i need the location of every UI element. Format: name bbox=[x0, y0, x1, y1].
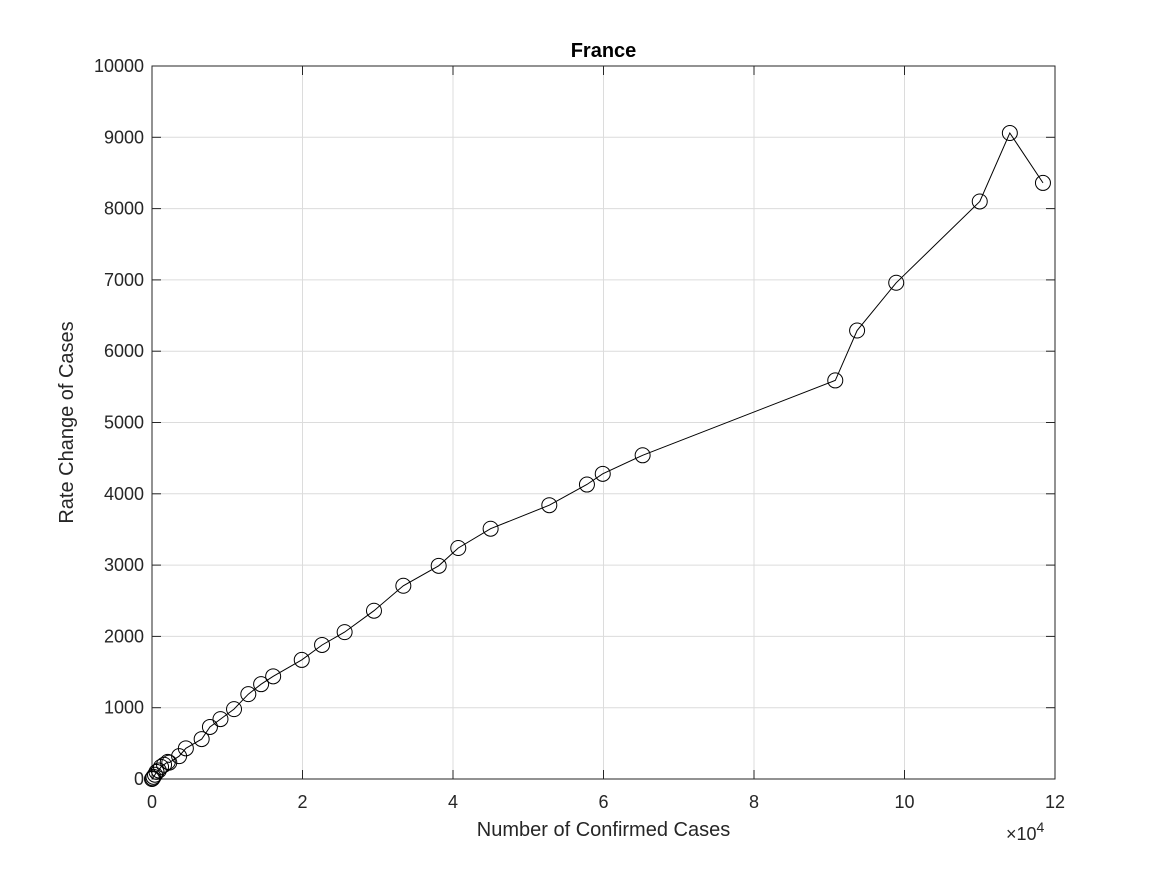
y-tick-label: 10000 bbox=[94, 56, 144, 76]
x-axis-exponent: ×104 bbox=[1006, 819, 1045, 844]
series-line bbox=[151, 131, 1044, 780]
y-tick-label: 4000 bbox=[104, 484, 144, 504]
y-tick-label: 8000 bbox=[104, 199, 144, 219]
data-series bbox=[144, 125, 1051, 787]
data-point-marker bbox=[1001, 125, 1018, 142]
data-point-marker bbox=[971, 193, 988, 210]
x-tick-label: 6 bbox=[598, 792, 608, 812]
data-point-marker bbox=[161, 754, 178, 771]
data-point-marker bbox=[395, 577, 412, 594]
data-point-marker bbox=[336, 624, 353, 641]
tick-labels: 0 2 4 6 8 10 12 0 1000 2000 3000 4000 5000 6000 7000 80… bbox=[94, 56, 1065, 812]
data-point-marker bbox=[159, 753, 176, 770]
axes bbox=[151, 65, 1056, 780]
x-tick-label: 12 bbox=[1045, 792, 1065, 812]
data-point-marker bbox=[193, 731, 210, 748]
y-tick-label: 6000 bbox=[104, 341, 144, 361]
data-point-marker bbox=[253, 676, 270, 693]
y-axis-label: Rate Change of Cases bbox=[56, 321, 78, 523]
data-point-marker bbox=[212, 711, 229, 728]
data-point-marker bbox=[482, 520, 499, 537]
x-tick-label: 2 bbox=[297, 792, 307, 812]
data-point-marker bbox=[177, 740, 194, 757]
data-point-marker bbox=[888, 274, 905, 291]
data-point-marker bbox=[314, 636, 331, 653]
y-tick-label: 3000 bbox=[104, 555, 144, 575]
data-point-marker bbox=[541, 497, 558, 514]
y-tick-label: 5000 bbox=[104, 413, 144, 433]
chart-title: France bbox=[571, 40, 637, 62]
data-point-marker bbox=[1034, 174, 1051, 191]
data-point-marker bbox=[578, 476, 595, 493]
data-point-marker bbox=[827, 372, 844, 389]
data-point-marker bbox=[240, 686, 257, 703]
x-tick-label: 8 bbox=[749, 792, 759, 812]
data-point-marker bbox=[265, 668, 282, 685]
x-axis-label: Number of Confirmed Cases bbox=[477, 819, 730, 841]
data-point-marker bbox=[201, 718, 218, 735]
data-point-marker bbox=[226, 701, 243, 718]
y-tick-label: 0 bbox=[134, 769, 144, 789]
data-point-marker bbox=[293, 651, 310, 668]
data-point-marker bbox=[634, 447, 651, 464]
data-point-marker bbox=[365, 602, 382, 619]
x-tick-label: 4 bbox=[448, 792, 458, 812]
data-point-marker bbox=[450, 539, 467, 556]
data-point-marker bbox=[430, 557, 447, 574]
y-tick-label: 7000 bbox=[104, 270, 144, 290]
data-point-marker bbox=[849, 322, 866, 339]
x-tick-label: 10 bbox=[894, 792, 914, 812]
data-point-marker bbox=[150, 762, 167, 779]
data-point-marker bbox=[594, 465, 611, 482]
y-tick-label: 1000 bbox=[104, 698, 144, 718]
x-tick-label: 0 bbox=[147, 792, 157, 812]
gridlines bbox=[152, 66, 1055, 779]
y-tick-label: 2000 bbox=[104, 626, 144, 646]
y-tick-label: 9000 bbox=[104, 127, 144, 147]
